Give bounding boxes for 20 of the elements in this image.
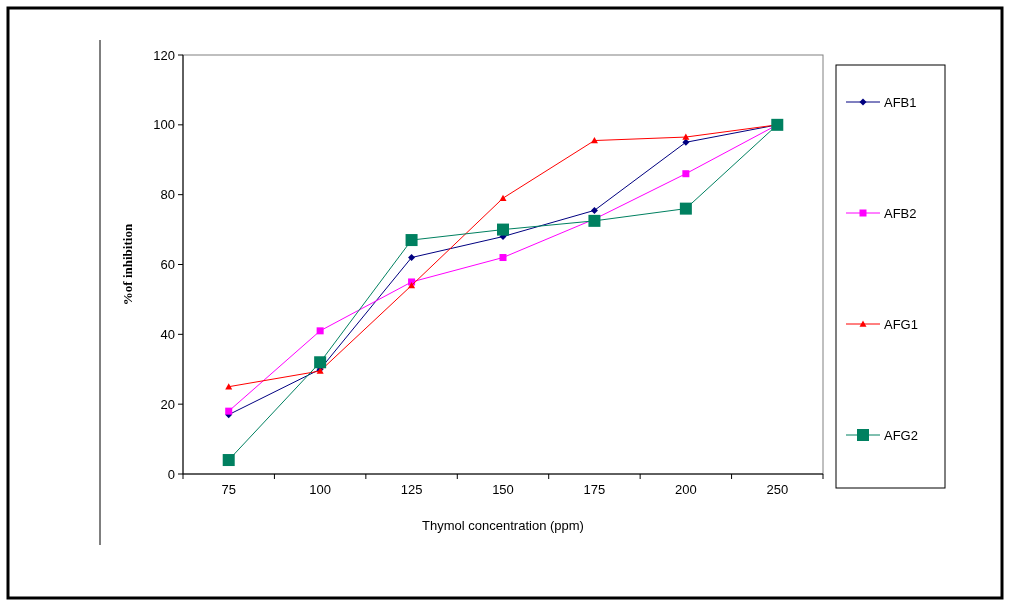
x-tick-label: 200	[675, 482, 697, 497]
legend-label: AFG2	[884, 427, 918, 443]
y-tick-label: 0	[167, 466, 175, 482]
legend-label: AFB1	[884, 94, 917, 110]
legend-label: AFB2	[884, 205, 917, 221]
x-tick-label: 250	[766, 482, 789, 497]
y-tick-label: 100	[153, 117, 175, 133]
x-tick-label: 100	[309, 482, 331, 497]
x-axis-title: Thymol concentration (ppm)	[422, 518, 584, 533]
x-tick-label: 150	[492, 482, 514, 497]
y-tick-label: 40	[160, 326, 175, 342]
legend-label: AFG1	[884, 316, 918, 332]
y-tick-label: 80	[160, 187, 175, 203]
x-tick-label: 125	[400, 482, 423, 497]
y-tick-label: 60	[160, 257, 175, 273]
x-tick-label: 175	[583, 482, 606, 497]
y-axis-title: %of inhibition	[120, 223, 135, 306]
y-tick-label: 120	[153, 47, 175, 63]
x-tick-label: 75	[221, 482, 236, 497]
y-tick-label: 20	[160, 396, 175, 412]
